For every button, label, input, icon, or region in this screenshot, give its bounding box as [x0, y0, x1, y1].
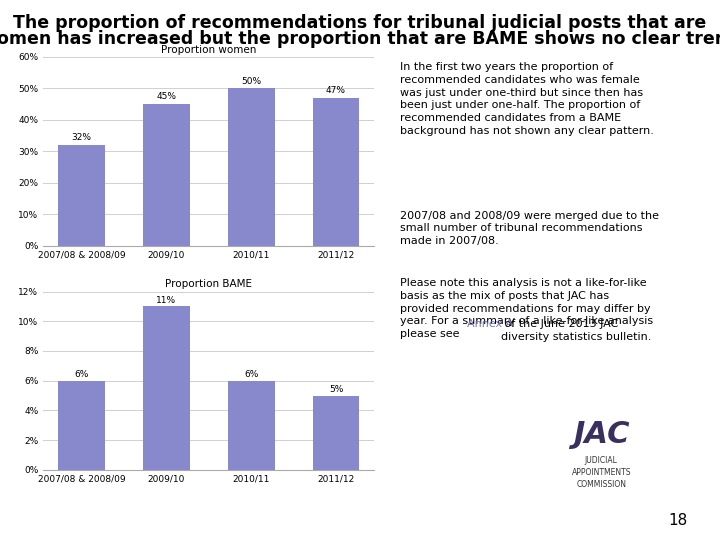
Text: of the June 2013 JAC
diversity statistics bulletin.: of the June 2013 JAC diversity statistic…: [501, 319, 652, 342]
Text: 45%: 45%: [156, 92, 176, 102]
Text: Please note this analysis is not a like-for-like
basis as the mix of posts that : Please note this analysis is not a like-…: [400, 278, 653, 339]
Text: 47%: 47%: [326, 86, 346, 95]
Text: 2007/08 and 2008/09 were merged due to the
small number of tribunal recommendati: 2007/08 and 2008/09 were merged due to t…: [400, 211, 659, 246]
Title: Proportion women: Proportion women: [161, 44, 256, 55]
Text: 11%: 11%: [156, 296, 176, 305]
Bar: [58, 381, 105, 470]
Bar: [58, 145, 105, 246]
Bar: [228, 381, 274, 470]
Text: 50%: 50%: [241, 77, 261, 86]
Bar: [143, 104, 189, 246]
Text: The proportion of recommendations for tribunal judicial posts that are: The proportion of recommendations for tr…: [14, 14, 706, 31]
Text: 32%: 32%: [71, 133, 91, 143]
Text: 6%: 6%: [74, 370, 89, 379]
Text: 18: 18: [668, 513, 688, 528]
Text: JAC: JAC: [573, 420, 629, 449]
Bar: [312, 395, 359, 470]
Text: women has increased but the proportion that are BAME shows no clear trend: women has increased but the proportion t…: [0, 30, 720, 48]
Text: Annex A: Annex A: [467, 319, 513, 329]
Text: 6%: 6%: [244, 370, 258, 379]
Bar: [143, 307, 189, 470]
Title: Proportion BAME: Proportion BAME: [166, 279, 252, 289]
Bar: [312, 98, 359, 246]
Bar: [228, 88, 274, 246]
Text: 5%: 5%: [329, 385, 343, 394]
Text: In the first two years the proportion of
recommended candidates who was female
w: In the first two years the proportion of…: [400, 62, 654, 136]
Text: JUDICIAL
APPOINTMENTS
COMMISSION: JUDICIAL APPOINTMENTS COMMISSION: [572, 456, 631, 489]
